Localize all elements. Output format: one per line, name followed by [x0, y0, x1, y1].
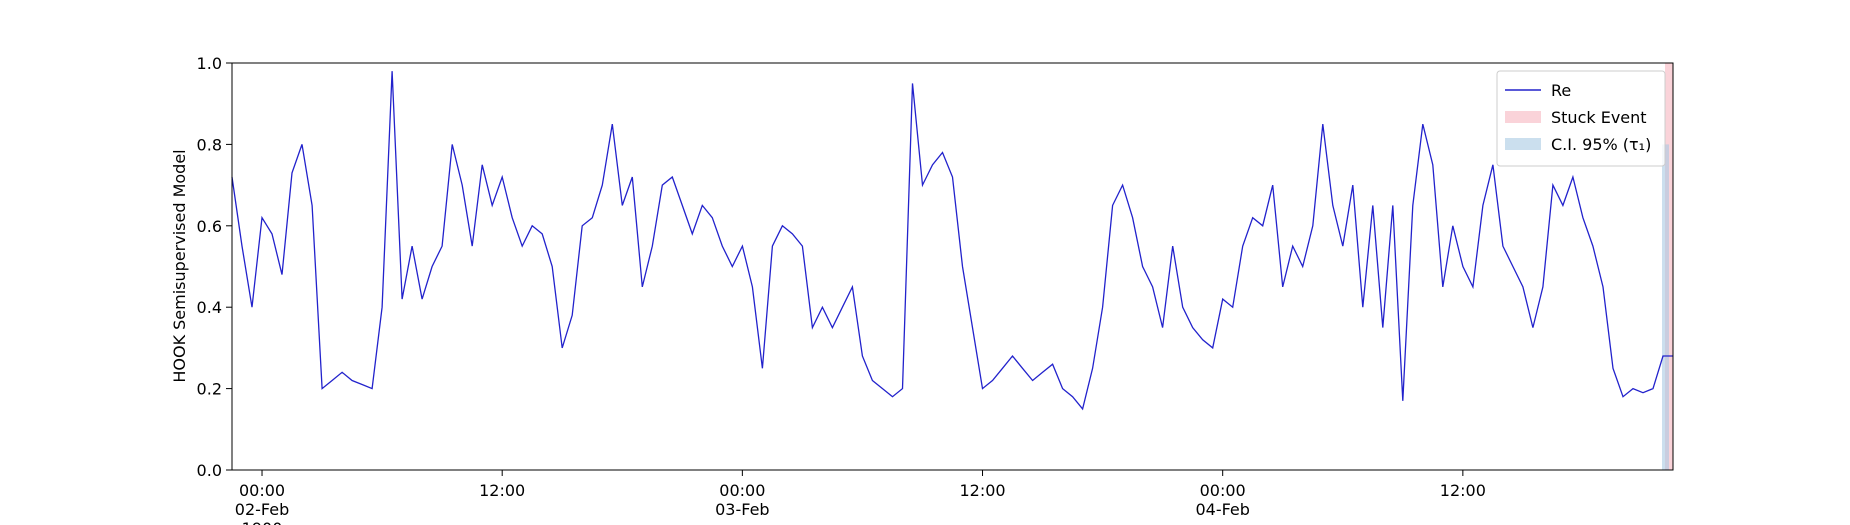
y-axis-label: HOOK Semisupervised Model [170, 149, 189, 382]
x-tick-label: 12:00 [1440, 481, 1486, 500]
legend-label: Stuck Event [1551, 108, 1647, 127]
plot-frame [231, 62, 1674, 471]
x-tick-label: 00:00 03-Feb [715, 481, 769, 519]
legend-patch [1505, 138, 1541, 150]
legend: Re Stuck Event C.I. 95% (τ₁) [1496, 70, 1666, 167]
y-tick-label: 1.0 [197, 54, 222, 73]
y-tick-label: 0.2 [197, 380, 222, 399]
y-tick-label: 0.6 [197, 217, 222, 236]
legend-label: C.I. 95% (τ₁) [1551, 135, 1651, 154]
x-tick-label: 12:00 [959, 481, 1005, 500]
y-tick-label: 0.4 [197, 298, 222, 317]
y-tick-label: 0.8 [197, 135, 222, 154]
x-tick-label: 00:00 04-Feb [1195, 481, 1249, 519]
line [231, 71, 1673, 411]
legend-label: Re [1551, 81, 1571, 100]
x-tick-label: 12:00 [479, 481, 525, 500]
y-tick-label: 0.0 [197, 461, 222, 480]
legend-patch [1505, 111, 1541, 123]
span [1661, 144, 1669, 470]
